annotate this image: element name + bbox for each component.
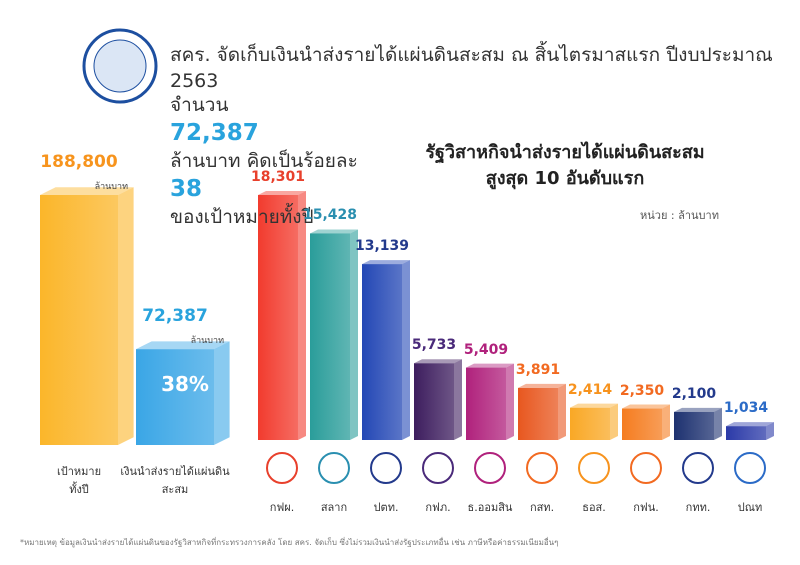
org-logo — [318, 452, 350, 484]
bar-top — [258, 191, 306, 195]
value-label: 5,733 — [411, 337, 457, 354]
value-label: 2,350 — [619, 382, 665, 399]
org-logo — [630, 452, 662, 484]
bar — [466, 367, 506, 440]
bar-side — [402, 260, 410, 440]
bar-top — [518, 383, 566, 388]
bar-side — [350, 229, 358, 440]
logo — [82, 28, 158, 104]
org-logo — [578, 452, 610, 484]
category-label: สลาก — [320, 501, 348, 514]
bar-top — [136, 341, 230, 350]
bar-side — [766, 422, 774, 440]
value-label: 15,428 — [302, 207, 358, 224]
org-logo — [474, 452, 506, 484]
bar-side — [610, 403, 618, 440]
percent: 38 — [170, 176, 203, 202]
category-label: ธอส. — [582, 501, 606, 514]
bar-side — [558, 383, 566, 440]
bar — [518, 387, 558, 440]
category-label: กฟน. — [633, 501, 659, 514]
org-logo — [370, 452, 402, 484]
unit-label: ล้านบาท — [94, 182, 128, 192]
bar — [674, 411, 714, 440]
header-line2: จำนวน 72,387 ล้านบาท คิดเป็นร้อยละ 38 ขอ… — [170, 68, 358, 232]
category-label: กฟผ. — [269, 501, 295, 514]
bar-side — [714, 407, 722, 440]
text: จำนวน — [170, 94, 229, 116]
category-label: เงินนำส่งรายได้แผ่นดิน สะสม — [120, 465, 230, 496]
bar-top — [414, 359, 462, 364]
bar-top — [570, 403, 618, 408]
org-logo — [734, 452, 766, 484]
bar-top — [622, 404, 670, 409]
value-label: 2,100 — [671, 385, 717, 402]
bar — [258, 195, 298, 440]
bar-side — [298, 191, 306, 440]
unit-label: ล้านบาท — [190, 336, 224, 347]
value-label: 72,387 — [142, 306, 208, 327]
value-label: 3,891 — [515, 361, 561, 378]
category-label: กทท. — [685, 501, 711, 514]
category-label: ธ.ออมสิน — [467, 501, 513, 514]
org-logo — [526, 452, 558, 484]
text: ล้านบาท คิดเป็นร้อยละ — [170, 150, 358, 172]
bar-side — [506, 363, 514, 440]
bar — [726, 426, 766, 440]
category-label: ปตท. — [373, 501, 399, 514]
bar-top — [726, 422, 774, 427]
org-logo — [266, 452, 298, 484]
value-label: 18,301 — [250, 169, 306, 185]
bar-top — [362, 260, 410, 265]
chart-title: รัฐวิสาหกิจนำส่งรายได้แผ่นดินสะสม สูงสุด… — [425, 142, 705, 189]
value-label: 2,414 — [567, 381, 613, 398]
bar — [362, 264, 402, 440]
logo-inner — [93, 39, 147, 93]
category-label: กสท. — [529, 501, 555, 514]
category-label: เป้าหมาย ทั้งปี — [56, 465, 102, 496]
category-label: ปณท — [737, 501, 763, 514]
bar — [622, 408, 662, 440]
bar-top — [40, 187, 134, 195]
header-line1: สคร. จัดเก็บเงินนำส่งรายได้แผ่นดินสะสม ณ… — [170, 44, 773, 92]
unit: หน่วย : ล้านบาท — [640, 209, 719, 222]
org-logo — [682, 452, 714, 484]
bar-side — [118, 187, 134, 445]
bar-side — [454, 359, 462, 440]
value-label: 188,800 — [40, 152, 118, 172]
bar-side — [214, 341, 230, 445]
footnote: *หมายเหตุ ข้อมูลเงินนำส่งรายได้แผ่นดินขอ… — [20, 538, 559, 547]
category-label: กฟภ. — [425, 501, 451, 514]
bar-top — [674, 407, 722, 412]
bar — [570, 407, 610, 440]
bar-top — [310, 229, 358, 234]
amount: 72,387 — [170, 120, 259, 146]
bar — [40, 195, 118, 445]
value-label: 5,409 — [463, 341, 509, 358]
annotation: 38% — [161, 372, 209, 396]
bar — [136, 349, 214, 445]
org-logo — [422, 452, 454, 484]
text: ของเป้าหมายทั้งปี — [170, 206, 314, 228]
value-label: 1,034 — [723, 400, 769, 417]
value-label: 13,139 — [354, 238, 410, 255]
bar-top — [466, 363, 514, 368]
bar — [310, 233, 350, 440]
bar — [414, 363, 454, 440]
bar-side — [662, 404, 670, 440]
